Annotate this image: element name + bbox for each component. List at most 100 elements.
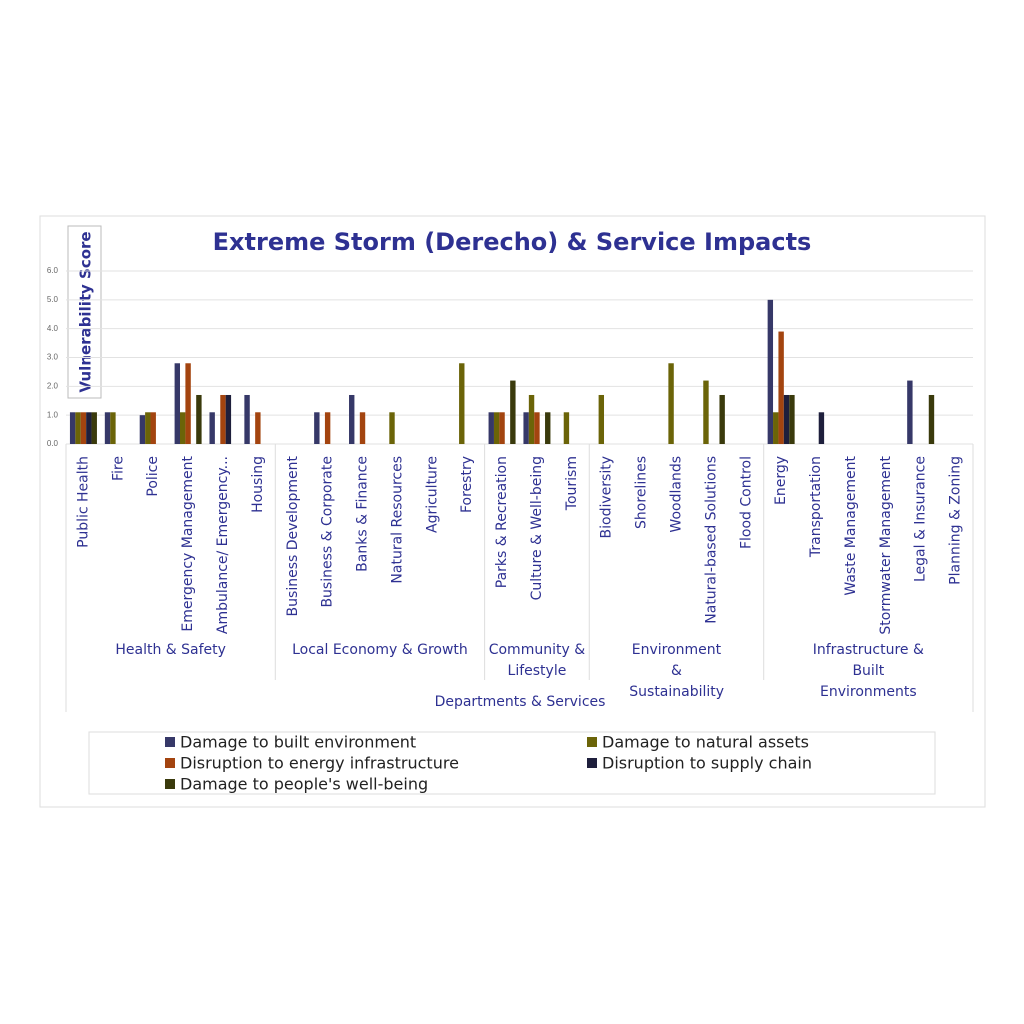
legend-swatch bbox=[587, 737, 597, 747]
bar bbox=[196, 394, 202, 444]
bar bbox=[493, 412, 500, 444]
y-tick-label: 4.0 bbox=[47, 324, 59, 333]
bar bbox=[349, 394, 355, 444]
bar bbox=[389, 412, 395, 444]
bar bbox=[818, 412, 825, 444]
bar bbox=[668, 363, 674, 444]
x-tick-label: Business Development bbox=[285, 455, 301, 616]
bar bbox=[928, 394, 935, 444]
legend-label: Disruption to energy infrastructure bbox=[180, 754, 459, 773]
y-tick-label: 3.0 bbox=[47, 353, 59, 362]
bar bbox=[209, 412, 215, 444]
bar bbox=[91, 412, 97, 444]
bar bbox=[185, 363, 191, 444]
bar bbox=[150, 412, 156, 444]
bar bbox=[598, 394, 605, 444]
bar bbox=[499, 412, 505, 444]
x-tick-label: Planning & Zoning bbox=[948, 456, 964, 585]
x-tick-label: Transportation bbox=[808, 456, 824, 558]
y-tick-label: 2.0 bbox=[47, 381, 59, 390]
group-label: Environment & Sustainability bbox=[629, 642, 725, 700]
x-tick-label: Legal & Insurance bbox=[913, 456, 929, 582]
bar bbox=[75, 412, 81, 444]
x-tick-label: Business & Corporate bbox=[320, 456, 336, 608]
bar bbox=[719, 394, 725, 444]
x-tick-label: Stormwater Management bbox=[878, 455, 894, 634]
bar bbox=[767, 299, 774, 444]
legend-swatch bbox=[587, 758, 597, 768]
x-tick-label: Police bbox=[145, 456, 161, 497]
bar bbox=[220, 394, 226, 444]
x-tick-label: Energy bbox=[773, 456, 789, 505]
x-tick-label: Flood Control bbox=[738, 456, 754, 549]
x-tick-label: Banks & Finance bbox=[355, 456, 371, 572]
x-tick-label: Ambulance/ Emergency... bbox=[215, 456, 231, 634]
legend-swatch bbox=[165, 737, 175, 747]
chart-frame bbox=[39, 215, 986, 808]
x-tick-label: Agriculture bbox=[424, 456, 440, 533]
bar bbox=[789, 394, 795, 444]
bar bbox=[783, 394, 790, 444]
bar bbox=[174, 363, 180, 444]
bar bbox=[534, 412, 540, 444]
x-tick-label: Natural Resources bbox=[389, 456, 405, 584]
bar bbox=[703, 380, 709, 444]
y-axis-label: Vulnerability Score bbox=[77, 231, 95, 392]
x-tick-label: Forestry bbox=[459, 456, 475, 513]
group-label: Health & Safety bbox=[115, 642, 226, 658]
bar bbox=[69, 412, 76, 444]
bar bbox=[563, 412, 570, 444]
x-tick-label: Waste Management bbox=[843, 456, 859, 596]
y-tick-label: 1.0 bbox=[47, 410, 59, 419]
bar bbox=[528, 394, 535, 444]
x-tick-label: Housing bbox=[250, 456, 266, 513]
group-label: Infrastructure & Built Environments bbox=[812, 642, 924, 700]
x-tick-label: Culture & Well-being bbox=[529, 456, 545, 600]
bar bbox=[773, 412, 779, 444]
bar bbox=[523, 412, 529, 444]
legend-label: Damage to people's well-being bbox=[180, 775, 428, 794]
bar bbox=[225, 394, 232, 444]
bar bbox=[359, 412, 366, 444]
bar bbox=[324, 412, 331, 444]
bar bbox=[459, 363, 465, 444]
bar bbox=[110, 412, 116, 444]
bar bbox=[907, 380, 913, 444]
x-tick-label: Tourism bbox=[564, 456, 580, 511]
bar bbox=[80, 412, 87, 444]
group-label: Community & Lifestyle bbox=[488, 642, 586, 679]
y-tick-label: 5.0 bbox=[47, 295, 59, 304]
y-tick-label: 0.0 bbox=[47, 439, 59, 448]
legend-label: Disruption to supply chain bbox=[602, 754, 812, 773]
x-tick-label: Emergency Management bbox=[180, 455, 196, 631]
legend-box bbox=[88, 731, 936, 795]
x-tick-label: Fire bbox=[110, 456, 126, 481]
bar bbox=[104, 412, 111, 444]
x-tick-label: Public Health bbox=[75, 456, 91, 548]
x-tick-label: Woodlands bbox=[668, 456, 684, 533]
bar bbox=[145, 412, 151, 444]
x-tick-label: Natural-based Solutions bbox=[703, 456, 719, 624]
y-tick-label: 6.0 bbox=[47, 266, 59, 275]
bar bbox=[778, 331, 784, 444]
bar bbox=[488, 412, 494, 444]
legend-label: Damage to built environment bbox=[180, 733, 416, 752]
bar bbox=[255, 412, 261, 444]
x-tick-label: Biodiversity bbox=[599, 456, 615, 538]
bar bbox=[314, 412, 320, 444]
chart-title: Extreme Storm (Derecho) & Service Impact… bbox=[213, 228, 812, 256]
legend-swatch bbox=[165, 758, 175, 768]
bar bbox=[244, 394, 250, 444]
group-label: Local Economy & Growth bbox=[292, 642, 468, 658]
bar bbox=[510, 380, 516, 444]
legend-label: Damage to natural assets bbox=[602, 733, 809, 752]
x-axis-label: Departments & Services bbox=[435, 694, 606, 710]
legend-swatch bbox=[165, 779, 175, 789]
bar bbox=[139, 415, 146, 444]
x-tick-label: Parks & Recreation bbox=[494, 456, 510, 588]
x-tick-label: Shorelines bbox=[634, 456, 650, 529]
bar bbox=[179, 412, 186, 444]
y-label-box bbox=[67, 225, 102, 399]
